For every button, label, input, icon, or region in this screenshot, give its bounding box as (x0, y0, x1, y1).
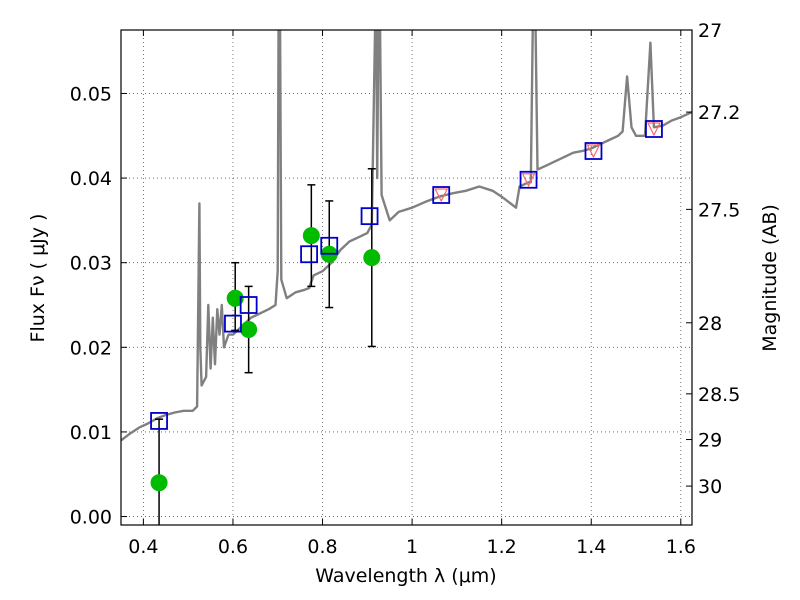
grid-lines (121, 30, 692, 525)
y-tick-label: 0.04 (70, 168, 112, 190)
observed-point (150, 474, 168, 492)
model-inner-marker (646, 122, 661, 137)
sed-line (121, 30, 692, 442)
x-tick-label: 0.4 (128, 536, 158, 558)
model-point (150, 412, 168, 430)
x-tick-label: 0.6 (218, 536, 248, 558)
observed-point (226, 289, 244, 307)
y-tick-labels: 0.00 0.01 0.02 0.03 0.04 0.05 (70, 83, 112, 528)
model-point (584, 142, 603, 160)
y2-tick-label: 29 (698, 430, 722, 452)
y-tick-label: 0.00 (70, 507, 112, 529)
model-inner-marker (586, 144, 601, 159)
y2-tick-label: 28.5 (698, 384, 740, 406)
y2-axis-title: Magnitude (AB) (759, 204, 781, 352)
model-point (645, 120, 663, 138)
model-point (239, 296, 258, 314)
sed-line-layer (121, 30, 692, 442)
x-tick-label: 0.8 (307, 536, 337, 558)
x-axis-title: Wavelength λ (μm) (315, 565, 496, 587)
x-tick-label: 1.6 (666, 536, 696, 558)
y2-tick-label: 27 (698, 20, 722, 42)
model-point (432, 186, 451, 204)
observed-point (363, 249, 381, 267)
x-tick-label: 1.4 (576, 536, 606, 558)
x-tick-label: 1.2 (487, 536, 517, 558)
y2-tick-label: 27.5 (698, 199, 740, 221)
model-point (519, 170, 538, 189)
model-inner-marker (521, 173, 536, 188)
y-tick-label: 0.05 (70, 83, 112, 105)
model-point (224, 314, 242, 333)
y-tick-label: 0.01 (70, 422, 112, 444)
model-points (150, 120, 663, 430)
y-axis-title: Flux Fν ( μJy ) (27, 214, 49, 343)
observed-points (150, 227, 381, 492)
axis-ticks (121, 29, 692, 525)
model-point (300, 245, 318, 264)
y2-tick-label: 28 (698, 313, 722, 335)
observed-point (302, 227, 320, 245)
x-tick-label: 1 (406, 536, 418, 558)
model-inner-marker (434, 188, 449, 203)
error-bars (155, 168, 376, 525)
x-tick-labels: 0.4 0.6 0.8 1 1.2 1.4 1.6 (128, 536, 696, 558)
plot-frame (120, 29, 693, 526)
y2-tick-label: 27.2 (698, 102, 740, 124)
y-tick-label: 0.02 (70, 337, 112, 359)
observed-point (240, 321, 258, 339)
y2-tick-label: 30 (698, 476, 722, 498)
model-point (320, 236, 339, 255)
y2-tick-labels: 27 27.2 27.5 28 28.5 29 30 (698, 20, 740, 498)
model-point (360, 207, 379, 226)
y-tick-label: 0.03 (70, 253, 112, 275)
